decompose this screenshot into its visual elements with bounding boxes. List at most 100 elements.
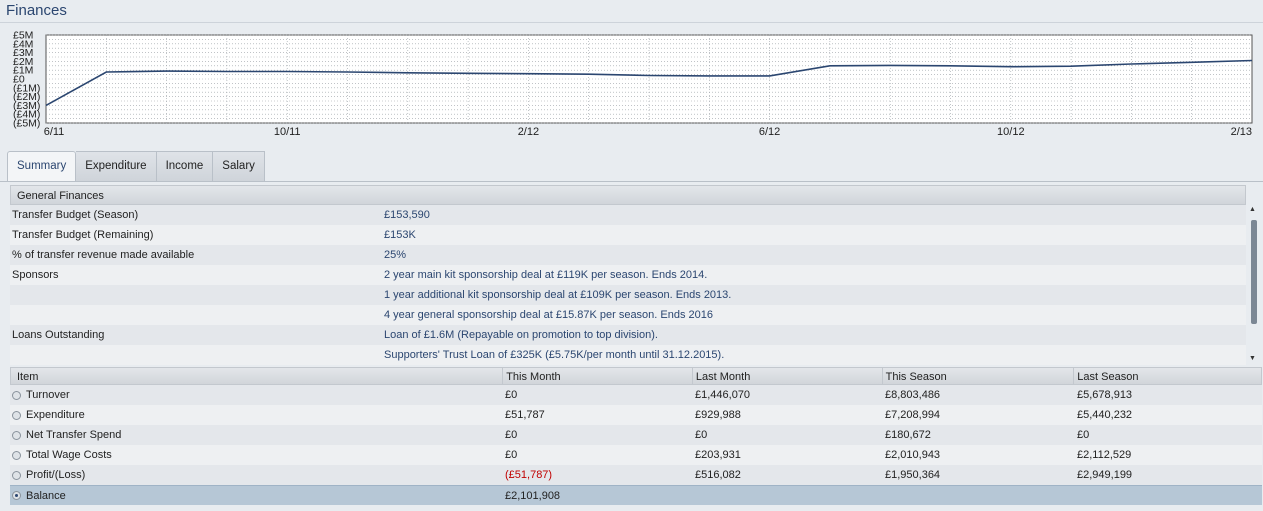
chart-y-tick-label: £3M [13, 47, 33, 59]
table-row-profit-loss[interactable]: Profit/(Loss) (£51,787) £516,082 £1,950,… [10, 465, 1262, 485]
tab-bar: Summary Expenditure Income Salary [7, 151, 265, 182]
cell-this-month: £0 [505, 389, 518, 401]
items-table: Item This Month Last Month This Season L… [10, 367, 1262, 505]
item-label: Balance [26, 489, 66, 502]
chart-y-tick-label: £0 [13, 74, 25, 86]
cell-this-month: £0 [505, 429, 518, 441]
table-row-net-transfer-spend[interactable]: Net Transfer Spend £0 £0 £180,672 £0 [10, 425, 1262, 445]
cell-last-month: £203,931 [695, 449, 741, 461]
chart-y-tick-label: (£2M) [13, 91, 40, 103]
cell-last-season [1074, 486, 1262, 505]
radio-icon[interactable] [12, 390, 21, 400]
general-row: Transfer Budget (Season) £153,590 [10, 205, 1246, 225]
general-row: Sponsors 2 year main kit sponsorship deal… [10, 265, 1246, 285]
cell-this-season: £180,672 [885, 429, 931, 441]
general-row-value: 4 year general sponsorship deal at £15.8… [384, 309, 714, 321]
general-row-label: % of transfer revenue made available [12, 249, 195, 261]
chart-y-tick-label: (£1M) [13, 82, 40, 94]
general-row: % of transfer revenue made available 25% [10, 245, 1246, 265]
finance-balance-chart: £5M£4M£3M£2M£1M£0(£1M)(£2M)(£3M)(£4M)(£5… [13, 30, 1253, 138]
cell-this-season: £8,803,486 [885, 389, 941, 401]
general-row-label: Transfer Budget (Season) [12, 209, 139, 221]
radio-icon[interactable] [12, 430, 21, 440]
general-row-value: Supporters' Trust Loan of £325K (£5.75K/… [384, 349, 725, 361]
chart-x-tick-label: 6/11 [44, 126, 65, 138]
general-scrollbar[interactable]: ▲ ▼ [1248, 206, 1260, 362]
tab-income[interactable]: Income [156, 151, 214, 181]
cell-this-season [882, 486, 1074, 505]
cell-this-season: £2,010,943 [885, 449, 941, 461]
table-row-balance[interactable]: Balance £2,101,908 [10, 485, 1262, 505]
general-row-label [10, 345, 384, 365]
item-label: Net Transfer Spend [26, 429, 122, 441]
chart-x-tick-label: 6/12 [759, 126, 780, 138]
cell-last-month: £929,988 [695, 409, 741, 421]
general-row: Transfer Budget (Remaining) £153K [10, 225, 1246, 245]
chart-y-tick-label: (£5M) [13, 118, 40, 130]
chart-y-tick-label: £4M [13, 38, 33, 50]
table-row-expenditure[interactable]: Expenditure £51,787 £929,988 £7,208,994 … [10, 405, 1262, 425]
tabs-divider [0, 181, 1263, 182]
page-title: Finances [6, 2, 67, 19]
chart-y-tick-label: £2M [13, 56, 33, 68]
table-row-total-wage-costs[interactable]: Total Wage Costs £0 £203,931 £2,010,943 … [10, 445, 1262, 465]
general-finances-table: General Finances Transfer Budget (Season… [10, 185, 1246, 365]
chart-y-tick-label: (£3M) [13, 100, 40, 112]
item-label: Turnover [26, 389, 70, 401]
general-row-label [10, 305, 384, 325]
general-row-label: Loans Outstanding [12, 329, 105, 341]
scroll-thumb[interactable] [1251, 220, 1257, 324]
chart-x-tick-label: 10/11 [274, 126, 301, 138]
radio-icon[interactable] [12, 470, 21, 480]
cell-last-season: £2,949,199 [1077, 469, 1133, 481]
cell-last-season: £5,440,232 [1077, 409, 1133, 421]
cell-last-season: £0 [1077, 429, 1090, 441]
general-finances-header[interactable]: General Finances [10, 185, 1246, 205]
chart-balance-line [45, 59, 1253, 107]
general-row-value: 2 year main kit sponsorship deal at £119… [384, 269, 708, 281]
general-row-value: £153K [384, 229, 416, 241]
general-row-value: Loan of £1.6M (Repayable on promotion to… [384, 329, 658, 341]
general-row-value: £153,590 [384, 209, 430, 221]
column-header-last-month[interactable]: Last Month [691, 368, 882, 384]
cell-this-season: £7,208,994 [885, 409, 941, 421]
general-row: Loans Outstanding Loan of £1.6M (Repayabl… [10, 325, 1246, 345]
table-row-turnover[interactable]: Turnover £0 £1,446,070 £8,803,486 £5,678… [10, 385, 1262, 405]
cell-this-month: £2,101,908 [505, 490, 561, 502]
radio-icon[interactable] [12, 450, 21, 460]
general-row-value: 1 year additional kit sponsorship deal a… [384, 289, 732, 301]
chart-y-tick-label: (£4M) [13, 109, 40, 121]
general-row: 1 year additional kit sponsorship deal a… [10, 285, 1246, 305]
cell-last-season: £2,112,529 [1077, 449, 1132, 461]
general-row-label: Sponsors [12, 269, 59, 281]
general-finances-body: Transfer Budget (Season) £153,590 Transfe… [10, 205, 1246, 365]
cell-last-month: £0 [695, 429, 708, 441]
tab-expenditure[interactable]: Expenditure [76, 151, 157, 181]
column-header-item[interactable]: Item [17, 371, 39, 383]
cell-this-season: £1,950,364 [885, 469, 941, 481]
scroll-up-icon[interactable]: ▲ [1249, 206, 1256, 213]
column-header-this-season[interactable]: This Season [881, 368, 1074, 384]
chart-x-tick-label: 10/12 [997, 126, 1025, 138]
title-divider [0, 22, 1263, 23]
radio-icon[interactable] [12, 410, 21, 420]
radio-selected-icon[interactable] [12, 491, 21, 500]
scroll-down-icon[interactable]: ▼ [1249, 355, 1256, 362]
cell-last-season: £5,678,913 [1077, 389, 1133, 401]
general-row-value: 25% [384, 249, 407, 261]
general-row-label [10, 285, 384, 305]
items-body: Turnover £0 £1,446,070 £8,803,486 £5,678… [10, 385, 1262, 505]
cell-this-month: £51,787 [505, 409, 545, 421]
column-header-this-month[interactable]: This Month [502, 368, 692, 384]
cell-last-month: £1,446,070 [695, 389, 751, 401]
general-row-label: Transfer Budget (Remaining) [12, 229, 154, 241]
cell-this-month: £0 [505, 449, 518, 461]
general-row: 4 year general sponsorship deal at £15.8… [10, 305, 1246, 325]
cell-this-month: (£51,787) [505, 469, 553, 481]
cell-last-month [692, 486, 882, 505]
chart-x-tick-label: 2/12 [518, 126, 539, 138]
column-header-last-season[interactable]: Last Season [1073, 368, 1261, 384]
chart-y-tick-label: £5M [13, 30, 33, 42]
tab-summary[interactable]: Summary [7, 151, 77, 182]
tab-salary[interactable]: Salary [213, 151, 265, 181]
